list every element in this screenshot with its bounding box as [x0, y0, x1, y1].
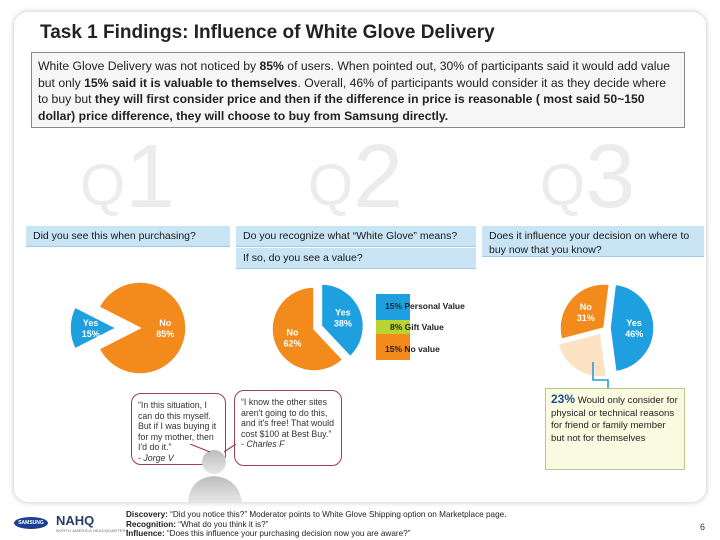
q1-label-1-0: No	[159, 318, 171, 328]
q3-slice-no	[559, 283, 611, 341]
q3-watermark: Q3	[540, 127, 636, 227]
q1-slice-yes	[69, 306, 118, 350]
q2-label-1-1: 38%	[334, 319, 352, 329]
summary-part-2: of users. When pointed out, 30% of parti…	[38, 59, 671, 90]
q2-label-1-0: Yes	[335, 308, 351, 318]
summary-part-3: 15% said it is valuable to themselves	[84, 75, 298, 90]
breakdown-label-novalue: 15% No value	[385, 344, 440, 354]
q3-label-2-1: 31%	[577, 313, 595, 323]
summary-part-5: they will first consider price and then …	[38, 92, 645, 123]
q2-question-sub: If so, do you see a value?	[236, 248, 476, 269]
callout-23-percent: 23% Would only consider for physical or …	[545, 388, 685, 470]
quote-author-charles: - Charles F	[241, 439, 285, 449]
nahq-logo-subtext: NORTH AMERICA HEADQUARTERS	[56, 528, 129, 533]
page-number: 6	[700, 522, 706, 532]
q3-label-0-0: Yes	[626, 318, 642, 328]
q1-slice-no	[98, 281, 187, 375]
quote-text-charles: “I know the other sites aren't going to …	[241, 397, 334, 439]
q3-slice-other	[557, 332, 608, 378]
quote-bubble-charles: “I know the other sites aren't going to …	[234, 390, 342, 466]
q1-question: Did you see this when purchasing?	[26, 226, 230, 247]
callout-pct: 23%	[551, 392, 576, 406]
summary-part-4: . Overall, 46% of participants would con…	[38, 75, 666, 107]
q2-slice-yes	[320, 283, 365, 358]
nahq-logo: NAHQ	[56, 513, 95, 528]
q2-watermark: Q2	[308, 127, 404, 227]
q2-breakdown-bar	[376, 294, 410, 360]
q1-label-0-0: Yes	[83, 318, 99, 328]
breakdown-segment-2	[376, 333, 410, 360]
q1-watermark: Q1	[80, 127, 176, 227]
q2-question: Do you recognize what “White Glove” mean…	[236, 226, 476, 247]
callout-text: Would only consider for physical or tech…	[551, 395, 678, 444]
samsung-logo: SAMSUNG	[14, 517, 48, 529]
quote-author-jorge: - Jorge V	[138, 452, 174, 463]
summary-box: White Glove Delivery was not noticed by …	[31, 52, 685, 128]
person-silhouette-icon	[188, 444, 242, 502]
quote-text-jorge: “In this situation, I can do this myself…	[138, 400, 217, 452]
breakdown-label-gift: 8% Gift Value	[390, 322, 444, 332]
slide-title: Task 1 Findings: Influence of White Glov…	[40, 22, 495, 43]
q1-label-0-1: 15%	[82, 329, 100, 339]
q3-label-2-0: No	[580, 302, 592, 312]
breakdown-segment-1	[376, 320, 410, 334]
summary-part-0: White Glove Delivery was not noticed by	[38, 59, 260, 73]
q3-slice-yes	[609, 283, 655, 373]
breakdown-label-personal: 15% Personal Value	[385, 301, 465, 311]
q2-label-0-1: 62%	[284, 339, 302, 349]
callout-connector	[592, 362, 609, 388]
breakdown-segment-0	[376, 294, 410, 321]
q3-question: Does it influence your decision on where…	[482, 226, 704, 257]
q2-slice-no	[271, 286, 344, 372]
q1-label-1-1: 85%	[156, 329, 174, 339]
q3-label-0-1: 46%	[625, 329, 643, 339]
q2-label-0-0: No	[287, 328, 299, 338]
footer-notes: Discovery: “Did you notice this?” Modera…	[126, 510, 507, 539]
summary-part-1: 85%	[259, 59, 284, 73]
